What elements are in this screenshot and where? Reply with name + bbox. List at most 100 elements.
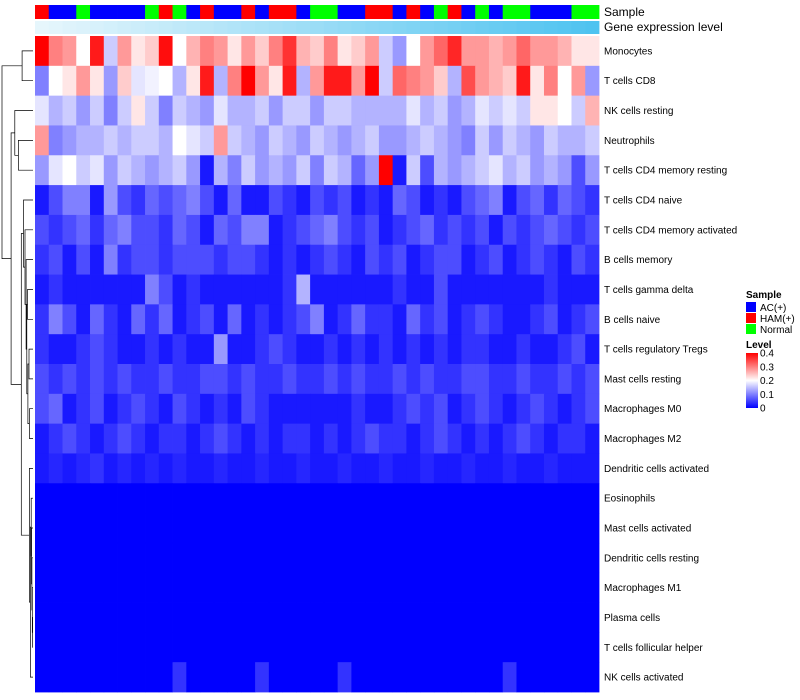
heatmap-cell	[475, 125, 490, 156]
heatmap-cell	[255, 542, 270, 574]
legend-swatch	[746, 302, 756, 312]
gene-expression-annotation-cell	[488, 21, 504, 34]
heatmap-cell	[103, 364, 118, 395]
heatmap-cell	[406, 453, 421, 484]
heatmap-cell	[200, 185, 215, 216]
gene-expression-annotation-cell	[48, 21, 63, 34]
heatmap-cell	[117, 393, 132, 425]
heatmap-cell	[158, 244, 173, 275]
heatmap-cell	[103, 65, 118, 97]
heatmap-cell	[200, 364, 215, 395]
heatmap-cell	[365, 65, 380, 97]
heatmap-cell	[35, 36, 50, 67]
gene-expression-annotation-cell	[172, 21, 187, 34]
heatmap-cell	[406, 662, 421, 693]
heatmap-cell	[406, 632, 421, 663]
heatmap-cell	[62, 214, 77, 246]
heatmap-cell	[392, 214, 407, 246]
heatmap-cell	[475, 304, 490, 335]
heatmap-cell	[516, 244, 531, 275]
heatmap-cell	[213, 155, 228, 186]
heatmap-cell	[365, 662, 380, 693]
heatmap-cell	[351, 513, 366, 544]
sample-annotation-cell	[76, 5, 91, 19]
heatmap-cell	[172, 423, 187, 454]
heatmap-cell	[337, 662, 352, 693]
gene-expression-annotation-cell	[310, 21, 325, 34]
heatmap-cell	[296, 304, 311, 335]
heatmap-cell	[475, 214, 490, 246]
heatmap-cell	[378, 602, 394, 633]
heatmap-cell	[213, 274, 228, 305]
row-label: Eosinophils	[604, 494, 655, 505]
heatmap-cell	[420, 125, 435, 156]
heatmap-cell	[351, 244, 366, 275]
heatmap-cell	[241, 95, 256, 126]
heatmap-cell	[475, 95, 490, 126]
heatmap-cell	[241, 513, 256, 544]
heatmap-cell	[378, 542, 394, 574]
heatmap-cell	[90, 274, 105, 305]
gene-expression-annotation-cell	[585, 21, 600, 34]
heatmap-cell	[502, 364, 517, 395]
heatmap-cell	[461, 453, 476, 484]
heatmap-cell	[186, 304, 201, 335]
heatmap-cell	[172, 334, 187, 365]
heatmap-cell	[475, 542, 490, 574]
heatmap-cell	[76, 36, 91, 67]
heatmap-cell	[186, 364, 201, 395]
heatmap-cell	[90, 423, 105, 454]
heatmap-cell	[392, 65, 407, 97]
heatmap-cell	[447, 393, 462, 425]
heatmap-cell	[571, 36, 586, 67]
heatmap-cell	[213, 483, 228, 514]
heatmap-cell	[557, 483, 572, 514]
heatmap-cell	[117, 513, 132, 544]
heatmap-cell	[268, 542, 284, 574]
heatmap-cell	[433, 244, 449, 275]
gene-expression-annotation-cell	[420, 21, 435, 34]
heatmap-cell	[323, 155, 339, 186]
sample-annotation-cell	[406, 5, 421, 19]
heatmap-cell	[255, 453, 270, 484]
heatmap-cell	[392, 364, 407, 395]
heatmap-cell	[365, 632, 380, 663]
sample-annotation-cell	[62, 5, 77, 19]
heatmap-cell	[131, 602, 146, 633]
heatmap-cell	[392, 274, 407, 305]
heatmap-cell	[62, 274, 77, 305]
sample-annotation-cell	[433, 5, 449, 19]
heatmap-cell	[117, 65, 132, 97]
heatmap-cell	[268, 274, 284, 305]
sample-annotation-cell	[200, 5, 215, 19]
heatmap-cell	[172, 453, 187, 484]
heatmap-cell	[158, 125, 173, 156]
heatmap-cell	[406, 304, 421, 335]
heatmap-cell	[76, 95, 91, 126]
heatmap-cell	[420, 453, 435, 484]
heatmap-cell	[571, 393, 586, 425]
heatmap-cell	[172, 662, 187, 693]
legend-entry-label: HAM(+)	[760, 314, 795, 325]
heatmap-cell	[406, 513, 421, 544]
heatmap-cell	[502, 334, 517, 365]
heatmap-cell	[323, 95, 339, 126]
heatmap-cell	[200, 214, 215, 246]
heatmap-cell	[62, 304, 77, 335]
heatmap-cell	[282, 304, 297, 335]
heatmap-cell	[557, 125, 572, 156]
heatmap-cell	[200, 304, 215, 335]
heatmap-cell	[227, 662, 242, 693]
gene-expression-annotation-cell	[268, 21, 284, 34]
heatmap-cell	[351, 125, 366, 156]
heatmap-cell	[420, 36, 435, 67]
heatmap-cell	[117, 572, 132, 603]
sample-annotation-cell	[392, 5, 407, 19]
heatmap-cell	[351, 214, 366, 246]
gene-expression-annotation-cell	[502, 21, 517, 34]
heatmap-cell	[488, 65, 504, 97]
heatmap-cell	[392, 393, 407, 425]
heatmap-cell	[571, 244, 586, 275]
sample-annotation-cell	[186, 5, 201, 19]
heatmap-cell	[337, 244, 352, 275]
